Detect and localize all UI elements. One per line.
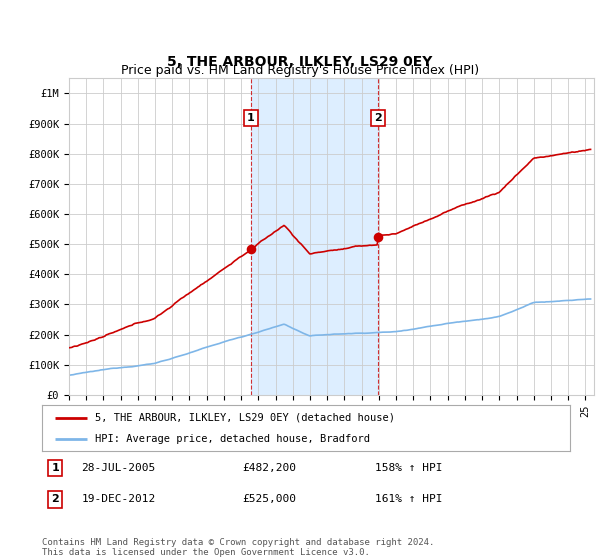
Text: £482,200: £482,200 (242, 463, 296, 473)
Text: 2: 2 (374, 113, 382, 123)
Text: £525,000: £525,000 (242, 494, 296, 505)
Text: 2: 2 (52, 494, 59, 505)
Point (373, 232, 383, 241)
Text: 1: 1 (247, 113, 255, 123)
Text: 1: 1 (52, 463, 59, 473)
Text: Contains HM Land Registry data © Crown copyright and database right 2024.
This d: Contains HM Land Registry data © Crown c… (42, 538, 434, 557)
Text: 161% ↑ HPI: 161% ↑ HPI (374, 494, 442, 505)
Text: Price paid vs. HM Land Registry's House Price Index (HPI): Price paid vs. HM Land Registry's House … (121, 64, 479, 77)
Point (246, 245, 256, 254)
Bar (251, 78, 378, 395)
Text: 158% ↑ HPI: 158% ↑ HPI (374, 463, 442, 473)
Text: 19-DEC-2012: 19-DEC-2012 (82, 494, 156, 505)
Text: HPI: Average price, detached house, Bradford: HPI: Average price, detached house, Brad… (95, 435, 370, 444)
Text: 5, THE ARBOUR, ILKLEY, LS29 0EY: 5, THE ARBOUR, ILKLEY, LS29 0EY (167, 55, 433, 69)
Text: 5, THE ARBOUR, ILKLEY, LS29 0EY (detached house): 5, THE ARBOUR, ILKLEY, LS29 0EY (detache… (95, 413, 395, 423)
Text: 28-JUL-2005: 28-JUL-2005 (82, 463, 156, 473)
